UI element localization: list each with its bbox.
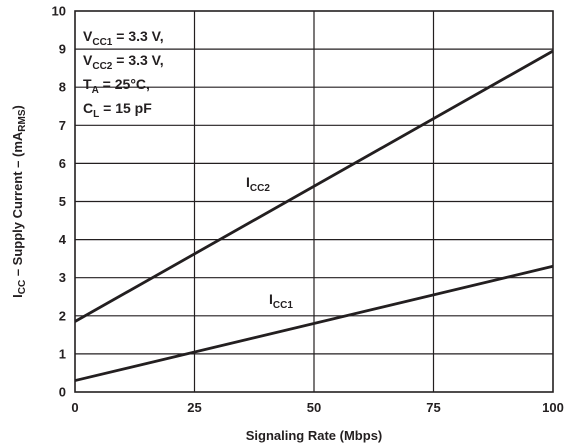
y-label-prefix: I bbox=[10, 294, 25, 298]
series-line-cc2 bbox=[74, 49, 554, 323]
y-tick-label: 10 bbox=[52, 4, 66, 19]
y-axis-label: ICC – Supply Current – (mARMS) bbox=[10, 105, 28, 298]
y-tick-label: 7 bbox=[59, 118, 66, 133]
y-tick-label: 6 bbox=[59, 156, 66, 171]
y-tick-label: 3 bbox=[59, 270, 66, 285]
plot-frame bbox=[74, 10, 554, 393]
x-tick-label: 100 bbox=[542, 400, 564, 415]
y-tick-label: 9 bbox=[59, 42, 66, 57]
condition-line: VCC1 = 3.3 V, bbox=[83, 28, 164, 48]
y-tick-label: 2 bbox=[59, 308, 66, 323]
series-lines bbox=[74, 49, 554, 382]
y-tick-label: 8 bbox=[59, 80, 66, 95]
test-conditions: VCC1 = 3.3 V, VCC2 = 3.3 V, TA = 25°C, CL =… bbox=[83, 28, 164, 120]
y-label-middle: – Supply Current – (mA bbox=[10, 131, 25, 280]
series-label-cc2: ICC2 bbox=[246, 174, 270, 194]
y-tick-labels: 0 1 2 3 4 5 6 7 8 9 10 bbox=[52, 4, 67, 400]
y-label-prefix-sub: CC bbox=[17, 280, 28, 294]
grid bbox=[75, 11, 553, 392]
x-axis-label: Signaling Rate (Mbps) bbox=[246, 428, 383, 443]
x-tick-label: 0 bbox=[71, 400, 78, 415]
y-label-middle-sub: RMS bbox=[17, 109, 28, 132]
condition-line: TA = 25°C, bbox=[83, 76, 150, 96]
y-tick-label: 1 bbox=[59, 346, 66, 361]
x-tick-label: 50 bbox=[307, 400, 321, 415]
condition-line: CL = 15 pF bbox=[83, 100, 152, 120]
y-tick-label: 0 bbox=[59, 385, 66, 400]
y-tick-label: 4 bbox=[59, 232, 67, 247]
condition-line: VCC2 = 3.3 V, bbox=[83, 52, 164, 72]
x-tick-labels: 0 25 50 75 100 bbox=[71, 400, 563, 415]
series-labels: ICC2 ICC1 bbox=[246, 174, 293, 311]
x-tick-label: 25 bbox=[187, 400, 201, 415]
series-label-cc1: ICC1 bbox=[269, 291, 293, 311]
y-tick-label: 5 bbox=[59, 194, 66, 209]
series-line-cc1 bbox=[74, 264, 554, 382]
y-label-suffix: ) bbox=[10, 105, 25, 109]
x-tick-label: 75 bbox=[426, 400, 440, 415]
